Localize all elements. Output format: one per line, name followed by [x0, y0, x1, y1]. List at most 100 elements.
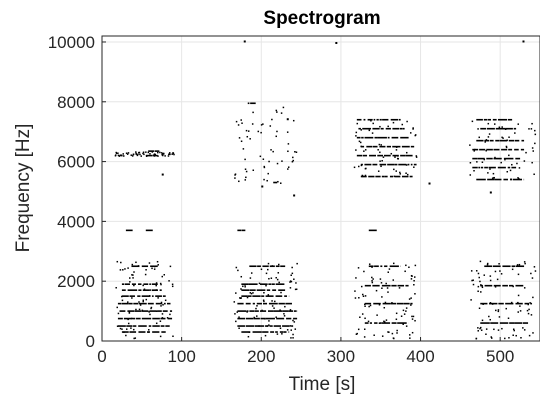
spectral-speckle [516, 162, 518, 165]
spectral-speckle [379, 151, 381, 154]
spectral-speckle [291, 272, 294, 275]
spectral-speckle [155, 284, 157, 287]
spectral-speckle [500, 161, 502, 164]
spectral-speckle [517, 294, 520, 297]
spectral-speckle [276, 333, 279, 335]
spectral-speckle [393, 168, 395, 171]
spectral-speckle [276, 162, 279, 165]
spectral-speckle [387, 331, 389, 333]
spectral-speckle [371, 132, 374, 134]
spectral-speckle [123, 331, 125, 333]
spectral-speckle [497, 310, 500, 313]
spectral-speckle [120, 154, 122, 156]
spectral-speckle [128, 312, 131, 314]
spectral-speckle [115, 286, 117, 289]
isolated-point [489, 191, 492, 194]
spectral-speckle [410, 278, 413, 280]
spectral-speckle [159, 320, 162, 322]
spectral-speckle [148, 311, 150, 313]
grid [101, 36, 540, 342]
spectral-speckle [501, 126, 503, 128]
spectral-speckle [412, 315, 415, 318]
spectral-speckle [470, 270, 473, 272]
spectral-speckle [171, 285, 174, 288]
spectral-speckle [520, 337, 522, 339]
spectral-speckle [390, 152, 393, 155]
spectral-speckle [248, 331, 251, 333]
spectral-speckle [157, 151, 159, 154]
spectral-speckle [149, 295, 151, 297]
spectral-speckle [405, 307, 408, 309]
spectral-speckle [117, 154, 120, 157]
y-tick-label: 10000 [48, 33, 95, 52]
spectral-speckle [172, 335, 174, 338]
spectral-speckle [247, 130, 250, 132]
spectral-speckle [263, 178, 265, 181]
spectral-speckle [523, 287, 526, 289]
spectral-speckle [169, 153, 171, 156]
spectral-speckle [387, 271, 390, 273]
spectral-speckle [169, 313, 171, 316]
spectral-speckle [157, 264, 160, 266]
spectral-speckle [489, 318, 491, 321]
spectral-speckle [486, 262, 489, 265]
axes-box [101, 35, 540, 342]
spectral-speckle [523, 261, 526, 263]
spectral-speckle [245, 129, 248, 132]
spectral-speckle [355, 135, 357, 137]
spectral-speckle [117, 312, 120, 315]
spectrogram-segment-3 [353, 118, 418, 340]
spectral-speckle [371, 281, 374, 284]
spectral-speckle [402, 323, 404, 325]
spectral-speckle [485, 333, 487, 335]
spectral-speckle [531, 161, 533, 164]
spectral-speckle [161, 152, 163, 154]
spectral-speckle [264, 334, 267, 337]
spectral-speckle [413, 283, 415, 286]
spectral-speckle [378, 322, 381, 324]
spectral-speckle [266, 179, 268, 182]
spectral-speckle [494, 270, 497, 273]
spectral-speckle [133, 271, 135, 273]
spectral-speckle [127, 152, 130, 154]
spectral-speckle [237, 124, 240, 126]
spectral-speckle [132, 277, 134, 279]
spectral-speckle [405, 325, 408, 327]
spectral-speckle [249, 277, 252, 279]
spectral-speckle [480, 291, 482, 293]
spectral-speckle [130, 154, 133, 156]
spectral-speckle [399, 173, 402, 175]
spectral-speckle [264, 318, 266, 320]
spectral-speckle [381, 287, 383, 289]
spectral-speckle [235, 320, 237, 323]
spectral-speckle [410, 304, 412, 306]
chart-title: Spectrogram [263, 8, 380, 29]
spectral-speckle [376, 314, 378, 316]
spectral-speckle [263, 165, 266, 168]
spectral-speckle [234, 313, 236, 315]
spectral-speckle [414, 134, 417, 136]
spectral-speckle [125, 152, 128, 154]
spectral-speckle [531, 147, 534, 149]
spectral-speckle [532, 332, 534, 334]
spectral-speckle [469, 174, 472, 176]
isolated-points [161, 40, 525, 197]
spectral-speckle [127, 322, 130, 325]
spectral-speckle [481, 319, 484, 322]
spectral-speckle [358, 297, 360, 299]
spectral-speckle [172, 152, 175, 155]
spectral-speckle [142, 151, 145, 153]
spectral-speckle [380, 165, 382, 168]
spectral-speckle [289, 281, 291, 283]
spectral-speckle [375, 289, 378, 292]
spectral-speckle [282, 106, 285, 109]
spectral-speckle [402, 309, 405, 312]
spectral-speckle [122, 269, 124, 271]
spectral-speckle [284, 305, 286, 308]
spectral-speckle [148, 262, 151, 264]
spectral-speckle [498, 126, 501, 129]
spectral-speckle [377, 149, 379, 151]
spectral-speckle [499, 270, 501, 272]
spectral-speckle [133, 284, 135, 287]
spectral-speckle [379, 160, 381, 162]
